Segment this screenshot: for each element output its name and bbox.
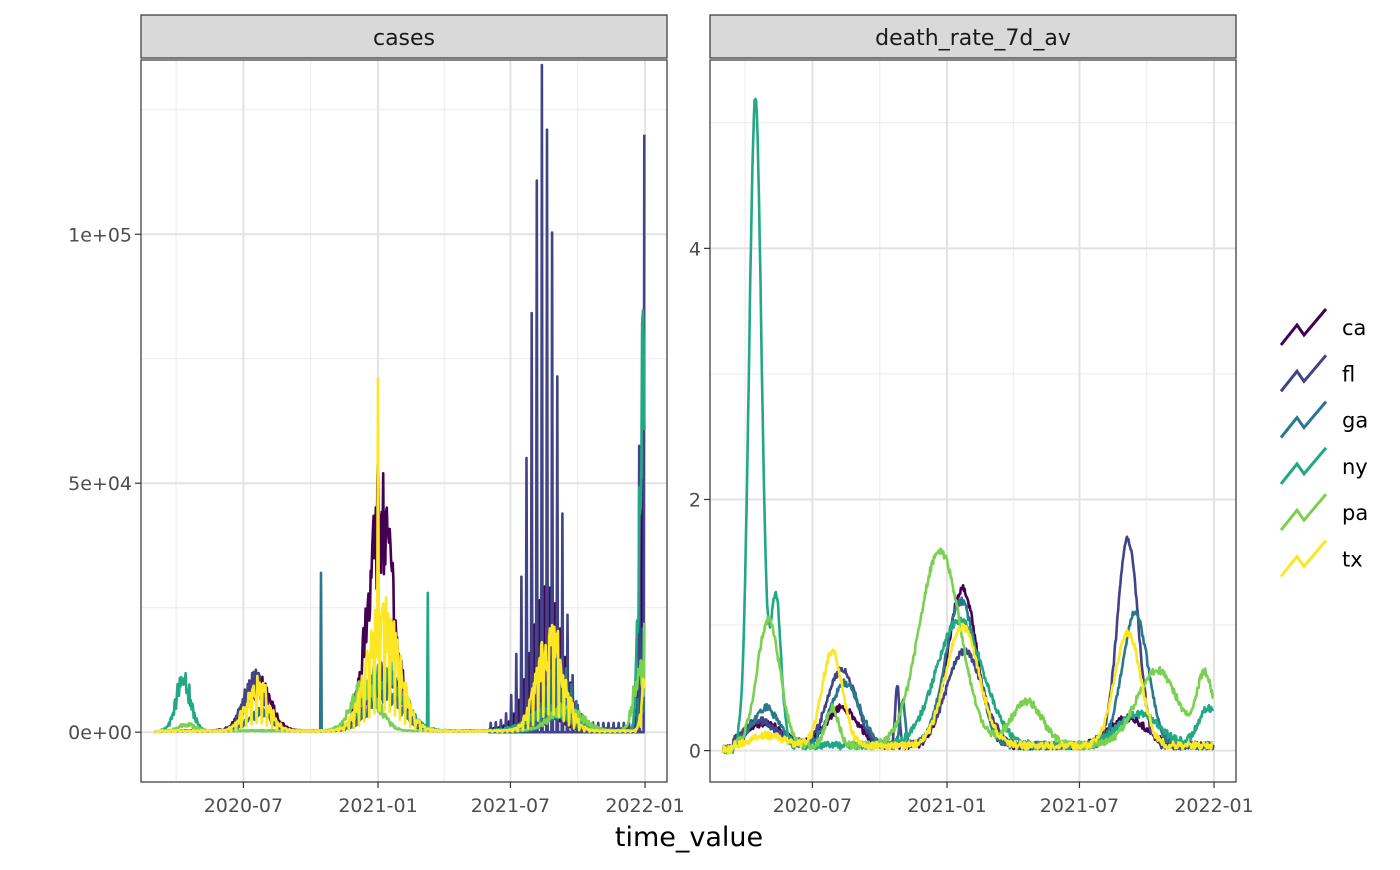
panel-background: [710, 60, 1236, 782]
facet-strip: [709, 14, 1237, 59]
legend-key-pa: [1279, 493, 1328, 532]
legend-label: pa: [1342, 501, 1368, 525]
x-tick-label: 2022-01: [1174, 795, 1253, 817]
panel-death_rate_7d_av: death_rate_7d_av 0 2 4 2020-07 2021-01 2021-07…: [689, 14, 1254, 817]
legend-label: ca: [1342, 316, 1366, 340]
x-tick-label: 2021-01: [907, 795, 986, 817]
legend-item-pa: pa: [1279, 493, 1368, 532]
y-tick-label: 2: [689, 489, 701, 511]
legend-item-tx: tx: [1279, 539, 1363, 578]
y-tick-label: 5e+04: [68, 473, 132, 495]
x-tick-label: 2020-07: [773, 795, 852, 817]
series-line-tx: [153, 377, 646, 734]
x-tick-label: 2022-01: [605, 795, 684, 817]
x-tick-label: 2020-07: [204, 795, 283, 817]
legend-label: fl: [1342, 362, 1355, 386]
legend-label: ga: [1342, 409, 1368, 433]
legend: ca fl ga ny pa tx: [1279, 308, 1368, 578]
y-tick-label: 0: [689, 741, 701, 763]
panel-cases: cases 0e+00 5e+04 1e+05 2020-07 2021-01 2021-0…: [68, 14, 685, 817]
legend-key-tx: [1279, 539, 1328, 578]
panels: cases 0e+00 5e+04 1e+05 2020-07 2021-01 2021-0…: [68, 14, 1254, 817]
legend-item-fl: fl: [1279, 354, 1355, 393]
facet-strip-label: cases: [373, 26, 435, 51]
x-tick-label: 2021-07: [1040, 795, 1119, 817]
x-tick-label: 2021-07: [471, 795, 550, 817]
y-tick-label: 0e+00: [68, 722, 132, 744]
series-line-tx: [721, 622, 1215, 755]
legend-item-ga: ga: [1279, 400, 1368, 439]
legend-key-ga: [1279, 400, 1328, 439]
panel-background: [141, 60, 667, 782]
facet-strip: [140, 14, 668, 59]
x-tick-label: 2021-01: [338, 795, 417, 817]
panel-border: [709, 59, 1237, 783]
legend-key-ny: [1279, 446, 1328, 485]
x-axis-title: time_value: [615, 822, 763, 853]
y-tick-label: 1e+05: [68, 224, 132, 246]
legend-label: ny: [1342, 455, 1368, 479]
legend-item-ca: ca: [1279, 308, 1366, 346]
legend-key-ca: [1279, 308, 1328, 346]
legend-key-fl: [1279, 354, 1328, 393]
legend-label: tx: [1342, 548, 1363, 572]
legend-item-ny: ny: [1279, 446, 1368, 485]
panel-border: [140, 59, 668, 783]
series-line-pa: [722, 547, 1214, 755]
facet-strip-label: death_rate_7d_av: [875, 26, 1071, 51]
y-tick-label: 4: [689, 238, 701, 260]
